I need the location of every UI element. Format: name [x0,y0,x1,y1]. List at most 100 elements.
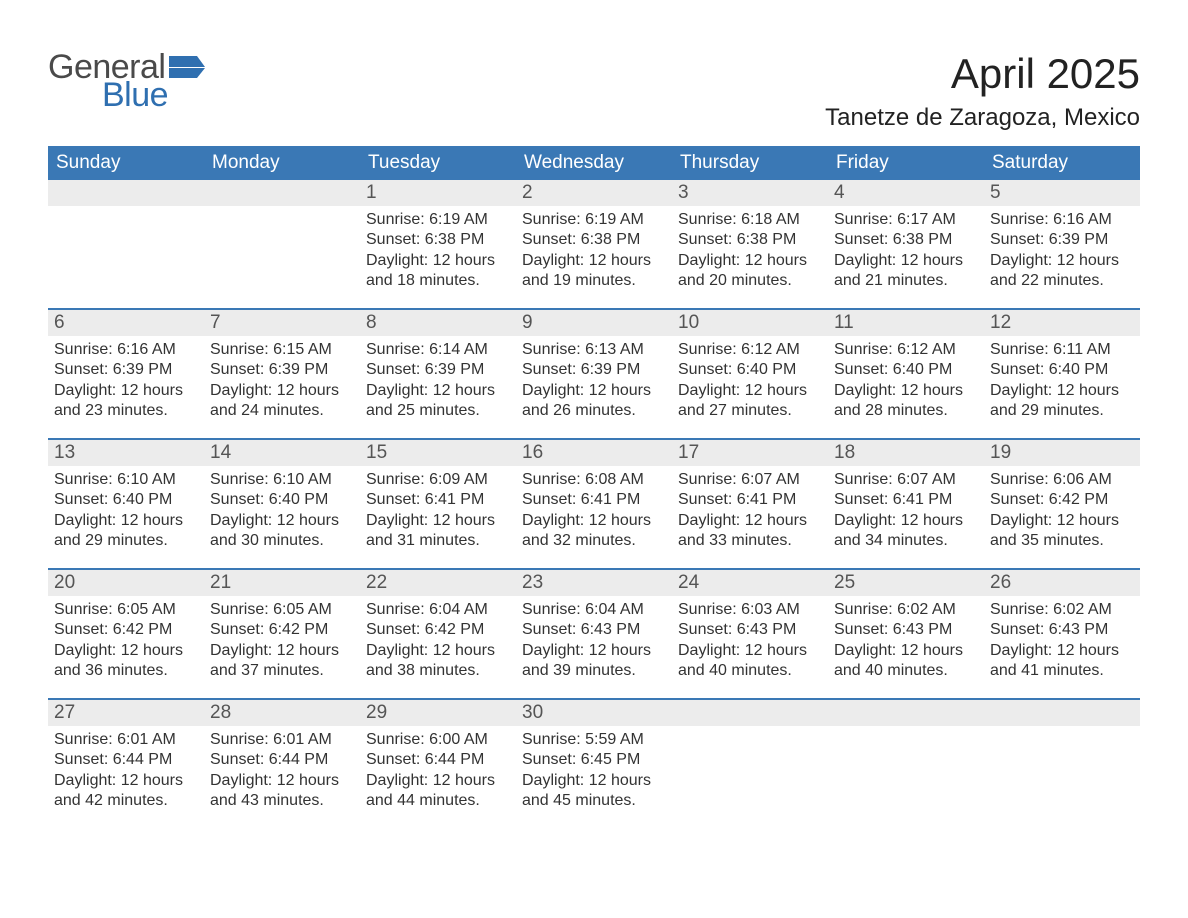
sunrise-text: Sunrise: 6:13 AM [522,340,666,360]
daylight-text: Daylight: 12 hours and 31 minutes. [366,511,510,552]
day-number: 16 [522,442,543,463]
day-number: 22 [366,572,387,593]
day-number: 13 [54,442,75,463]
page-header: General Blue April 2025 Tanetze de Zarag… [48,50,1140,132]
sunset-text: Sunset: 6:39 PM [54,360,198,380]
day-body: Sunrise: 6:18 AMSunset: 6:38 PMDaylight:… [672,206,828,296]
month-title: April 2025 [825,50,1140,98]
sunset-text: Sunset: 6:44 PM [54,750,198,770]
day-number: 23 [522,572,543,593]
day-number: 15 [366,442,387,463]
sunrise-text: Sunrise: 6:19 AM [366,210,510,230]
day-cell: 15Sunrise: 6:09 AMSunset: 6:41 PMDayligh… [360,440,516,568]
sunset-text: Sunset: 6:44 PM [210,750,354,770]
weeks-container: 1Sunrise: 6:19 AMSunset: 6:38 PMDaylight… [48,180,1140,828]
day-body: Sunrise: 6:12 AMSunset: 6:40 PMDaylight:… [672,336,828,426]
day-number-row: 15 [360,440,516,466]
day-number-row: 20 [48,570,204,596]
day-cell: 17Sunrise: 6:07 AMSunset: 6:41 PMDayligh… [672,440,828,568]
sunrise-text: Sunrise: 6:01 AM [54,730,198,750]
sunrise-text: Sunrise: 6:12 AM [834,340,978,360]
day-number-row: 14 [204,440,360,466]
day-number: 20 [54,572,75,593]
day-number-row: 1 [360,180,516,206]
day-cell [672,700,828,828]
day-cell: 23Sunrise: 6:04 AMSunset: 6:43 PMDayligh… [516,570,672,698]
day-number-row: 2 [516,180,672,206]
day-number: 19 [990,442,1011,463]
day-cell: 9Sunrise: 6:13 AMSunset: 6:39 PMDaylight… [516,310,672,438]
day-number-row: 26 [984,570,1140,596]
day-cell: 16 Sunrise: 6:08 AMSunset: 6:41 PMDayligh… [516,440,672,568]
dayhead-thursday: Thursday [672,146,828,180]
day-number-row [984,700,1140,726]
daylight-text: Daylight: 12 hours and 25 minutes. [366,381,510,422]
daylight-text: Daylight: 12 hours and 20 minutes. [678,251,822,292]
day-cell: 2Sunrise: 6:19 AMSunset: 6:38 PMDaylight… [516,180,672,308]
day-body: Sunrise: 6:01 AMSunset: 6:44 PMDaylight:… [48,726,204,816]
location-subtitle: Tanetze de Zaragoza, Mexico [825,104,1140,132]
day-number-row: 28 [204,700,360,726]
sunrise-text: Sunrise: 6:07 AM [834,470,978,490]
sunrise-text: Sunrise: 6:17 AM [834,210,978,230]
day-body [48,206,204,214]
daylight-text: Daylight: 12 hours and 32 minutes. [522,511,666,552]
sunrise-text: Sunrise: 5:59 AM [522,730,666,750]
sunset-text: Sunset: 6:39 PM [210,360,354,380]
sunset-text: Sunset: 6:39 PM [990,230,1134,250]
day-body [828,726,984,734]
sunrise-text: Sunrise: 6:16 AM [54,340,198,360]
week-row: 13Sunrise: 6:10 AMSunset: 6:40 PMDayligh… [48,438,1140,568]
sunset-text: Sunset: 6:40 PM [54,490,198,510]
sunset-text: Sunset: 6:39 PM [522,360,666,380]
sunrise-text: Sunrise: 6:06 AM [990,470,1134,490]
day-body [672,726,828,734]
sunset-text: Sunset: 6:43 PM [834,620,978,640]
calendar-page: General Blue April 2025 Tanetze de Zarag… [0,0,1188,918]
day-body: Sunrise: 6:08 AMSunset: 6:41 PMDaylight:… [516,466,672,556]
day-cell: 21Sunrise: 6:05 AMSunset: 6:42 PMDayligh… [204,570,360,698]
day-number-row: 13 [48,440,204,466]
sunset-text: Sunset: 6:45 PM [522,750,666,770]
day-cell: 6Sunrise: 6:16 AMSunset: 6:39 PMDaylight… [48,310,204,438]
day-body: Sunrise: 6:06 AMSunset: 6:42 PMDaylight:… [984,466,1140,556]
day-number-row [672,700,828,726]
day-body: Sunrise: 6:02 AMSunset: 6:43 PMDaylight:… [984,596,1140,686]
day-cell: 8Sunrise: 6:14 AMSunset: 6:39 PMDaylight… [360,310,516,438]
sunrise-text: Sunrise: 6:08 AM [522,470,666,490]
daylight-text: Daylight: 12 hours and 45 minutes. [522,771,666,812]
day-number: 26 [990,572,1011,593]
week-row: 20 Sunrise: 6:05 AMSunset: 6:42 PMDayligh… [48,568,1140,698]
sunset-text: Sunset: 6:41 PM [678,490,822,510]
day-number-row: 27 [48,700,204,726]
daylight-text: Daylight: 12 hours and 43 minutes. [210,771,354,812]
daylight-text: Daylight: 12 hours and 29 minutes. [54,511,198,552]
daylight-text: Daylight: 12 hours and 24 minutes. [210,381,354,422]
sunset-text: Sunset: 6:40 PM [834,360,978,380]
day-cell: 11Sunrise: 6:12 AMSunset: 6:40 PMDayligh… [828,310,984,438]
daylight-text: Daylight: 12 hours and 40 minutes. [834,641,978,682]
brand-logo: General Blue [48,50,205,112]
day-number: 4 [834,182,845,203]
day-number: 10 [678,312,699,333]
dayhead-saturday: Saturday [984,146,1140,180]
day-cell: 7Sunrise: 6:15 AMSunset: 6:39 PMDaylight… [204,310,360,438]
day-body: Sunrise: 6:00 AMSunset: 6:44 PMDaylight:… [360,726,516,816]
day-body: Sunrise: 6:11 AMSunset: 6:40 PMDaylight:… [984,336,1140,426]
day-cell: 14Sunrise: 6:10 AMSunset: 6:40 PMDayligh… [204,440,360,568]
day-body [204,206,360,214]
day-body: Sunrise: 6:05 AMSunset: 6:42 PMDaylight:… [204,596,360,686]
daylight-text: Daylight: 12 hours and 30 minutes. [210,511,354,552]
day-number: 14 [210,442,231,463]
day-number: 7 [210,312,221,333]
sunrise-text: Sunrise: 6:09 AM [366,470,510,490]
day-number: 12 [990,312,1011,333]
sunrise-text: Sunrise: 6:19 AM [522,210,666,230]
day-header-row: Sunday Monday Tuesday Wednesday Thursday… [48,146,1140,180]
sunrise-text: Sunrise: 6:00 AM [366,730,510,750]
daylight-text: Daylight: 12 hours and 23 minutes. [54,381,198,422]
day-cell [984,700,1140,828]
day-cell: 25Sunrise: 6:02 AMSunset: 6:43 PMDayligh… [828,570,984,698]
sunrise-text: Sunrise: 6:14 AM [366,340,510,360]
sunset-text: Sunset: 6:44 PM [366,750,510,770]
